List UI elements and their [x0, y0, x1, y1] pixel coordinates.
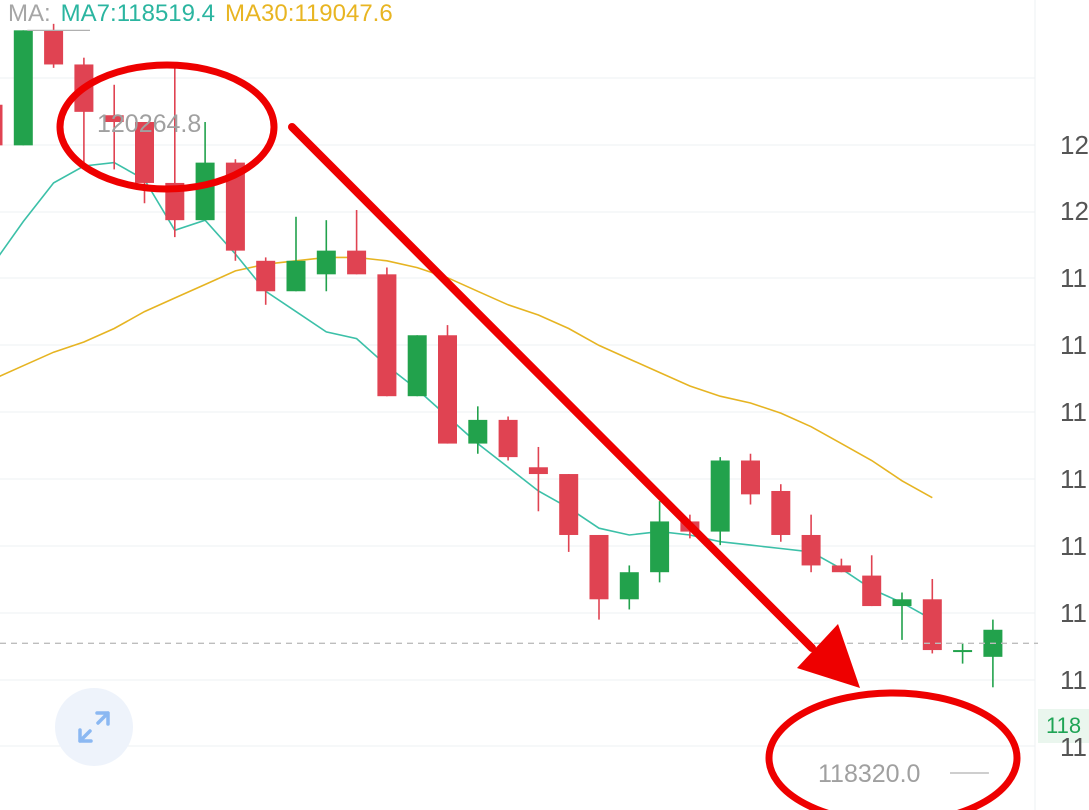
expand-arrows-icon: [78, 711, 110, 743]
candle-body: [831, 565, 851, 573]
candle-body: [892, 599, 912, 607]
candle-body: [256, 260, 276, 292]
lowest-price-label: 118320.0: [818, 760, 921, 788]
candle-body: [619, 572, 639, 600]
ma30-label: MA30:119047.6: [225, 0, 393, 27]
ma7-line: [0, 161, 933, 621]
y-tick-label: 11: [1060, 531, 1087, 561]
expand-button[interactable]: [55, 688, 133, 766]
y-tick-label: 11: [1060, 732, 1087, 762]
highlight-low-ellipse: [765, 689, 1021, 810]
candle-body: [650, 521, 670, 573]
y-tick-label: 11: [1060, 397, 1087, 427]
ma7-label: MA7:118519.4: [60, 0, 216, 27]
y-tick-label: 11: [1060, 330, 1087, 360]
candle-body: [589, 534, 609, 600]
candle-body: [13, 30, 33, 146]
ma30-line: [0, 256, 933, 499]
y-tick-label: 11: [1060, 464, 1087, 494]
candle-body: [195, 162, 215, 221]
candle-body: [953, 650, 973, 653]
candle-body: [468, 419, 488, 444]
y-tick-label: 12: [1060, 130, 1089, 160]
y-tick-label: 11: [1060, 263, 1087, 293]
candle-body: [316, 250, 336, 275]
y-tick-label: 11: [1060, 665, 1087, 695]
candle-body: [438, 335, 457, 444]
candle-body: [347, 250, 367, 275]
highlight-high-ellipse: [56, 61, 278, 193]
candle-body: [104, 115, 124, 123]
candle-body: [741, 460, 760, 495]
ma-prefix-label: MA:: [8, 0, 51, 27]
trend-arrow-shaft: [288, 123, 816, 652]
y-tick-label: 11: [1060, 598, 1087, 628]
y-tick-label: 12: [1060, 196, 1089, 226]
highest-price-label: 120264.8: [97, 110, 202, 138]
candle-body: [135, 122, 154, 183]
candle-body: [286, 260, 306, 292]
trend-arrow-head: [797, 624, 860, 688]
candle-body: [710, 460, 730, 532]
candle-body: [862, 575, 882, 607]
candle-body: [498, 419, 518, 458]
candle-body: [225, 162, 245, 251]
candle-body: [528, 467, 548, 475]
candle-body: [407, 335, 427, 397]
candle-body: [771, 490, 791, 535]
candle-body: [377, 274, 397, 397]
ma-header: MA: MA7:118519.4 MA30:119047.6: [8, 0, 403, 28]
candle-body: [44, 30, 64, 65]
current-price-tag: 118: [1038, 709, 1089, 743]
candle-body: [0, 104, 3, 146]
candle-body: [559, 474, 579, 535]
candle-body: [801, 534, 821, 566]
candle-body: [922, 599, 942, 651]
